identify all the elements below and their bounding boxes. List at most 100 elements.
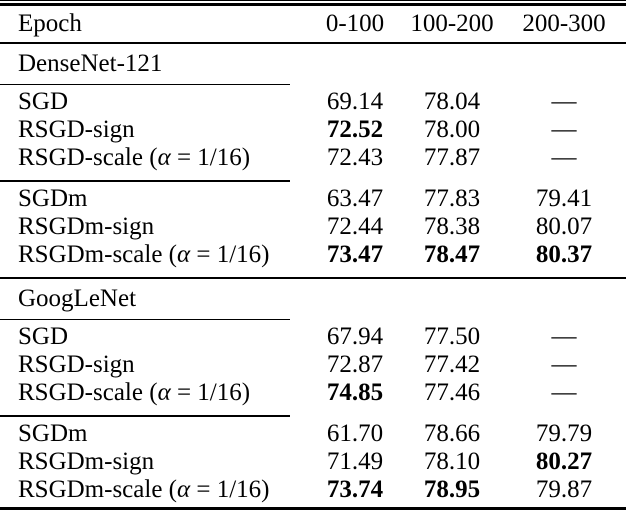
table-row: RSGD-scale (α = 1/16) 74.85 77.46 — <box>0 379 626 407</box>
value-cell: 78.95 <box>423 475 481 503</box>
value-cell: 77.46 <box>423 379 481 406</box>
top-rule-thick <box>0 3 626 6</box>
method-label: RSGD-scale (α = 1/16) <box>0 144 308 172</box>
method-label: SGD <box>0 88 308 116</box>
group-divider-rule <box>0 180 290 182</box>
table-row: RSGDm-scale (α = 1/16) 73.47 78.47 80.37 <box>0 241 626 269</box>
label-text: = 1/16) <box>190 240 270 268</box>
header-epoch-label: Epoch <box>18 9 82 37</box>
value-cell: 71.49 <box>326 447 384 475</box>
value-cell: 61.70 <box>326 419 384 447</box>
value-cell: — <box>551 88 577 115</box>
value-cell: 77.83 <box>423 184 481 212</box>
section-divider-rule <box>0 276 626 279</box>
label-text: SGDm <box>18 184 88 212</box>
value-cell: 79.79 <box>535 419 593 447</box>
value-cell: — <box>551 144 577 171</box>
method-label: RSGDm-sign <box>0 213 308 241</box>
value-cell: 77.42 <box>423 351 481 378</box>
value-cell: 78.10 <box>423 447 481 475</box>
header-divider-rule <box>0 41 626 44</box>
column-header-100-200: 100-200 <box>410 9 494 37</box>
value-cell: 69.14 <box>326 88 384 115</box>
value-cell: 72.52 <box>326 116 384 143</box>
label-text: SGD <box>18 323 69 350</box>
alpha-symbol: α <box>157 379 171 406</box>
label-text: RSGDm-scale ( <box>18 475 177 503</box>
row-group: SGD 69.14 78.04— RSGD-sign 72.52 78.00— RSGD-s… <box>0 85 626 180</box>
label-text: = 1/16) <box>170 144 251 171</box>
row-group: SGDm 63.47 77.83 79.41 RSGDm-sign 72.44 78.38 8… <box>0 182 626 277</box>
alpha-symbol: α <box>157 144 171 171</box>
method-label: RSGDm-scale (α = 1/16) <box>0 476 308 504</box>
row-group: SGDm 61.70 78.66 79.79 RSGDm-sign 71.49 78.10 8… <box>0 417 626 507</box>
column-header-0-100: 0-100 <box>325 9 385 37</box>
label-text: RSGDm-sign <box>18 447 155 475</box>
value-cell: 80.37 <box>535 240 593 268</box>
label-text: = 1/16) <box>190 475 270 503</box>
value-cell: 78.66 <box>423 419 481 447</box>
method-label: RSGD-scale (α = 1/16) <box>0 379 308 407</box>
table-row: RSGDm-sign 71.49 78.10 80.27 <box>0 448 626 476</box>
value-cell: 67.94 <box>326 323 384 350</box>
table-row: SGD 69.14 78.04 — <box>0 88 626 116</box>
value-cell: 73.74 <box>326 475 384 503</box>
table-row: RSGD-sign 72.52 78.00 — <box>0 116 626 144</box>
top-rule-thin <box>0 0 626 1</box>
value-cell: 79.87 <box>535 475 593 503</box>
method-label: RSGD-sign <box>0 116 308 144</box>
value-cell: 72.43 <box>326 144 384 171</box>
table-row: SGD 67.94 77.50 — <box>0 323 626 351</box>
alpha-symbol: α <box>177 240 191 268</box>
section-title: GoogLeNet <box>18 284 137 312</box>
method-label: RSGDm-scale (α = 1/16) <box>0 241 308 269</box>
method-label: RSGDm-sign <box>0 448 308 476</box>
label-text: SGDm <box>18 419 88 447</box>
label-text: = 1/16) <box>170 379 251 406</box>
value-cell: 74.85 <box>326 379 384 406</box>
group-divider-rule <box>0 318 290 320</box>
label-text: RSGDm-scale ( <box>18 240 177 268</box>
value-cell: 72.44 <box>326 212 384 240</box>
label-text: RSGD-sign <box>18 351 135 378</box>
value-cell: — <box>551 351 577 378</box>
label-text: SGD <box>18 88 69 115</box>
group-divider-rule <box>0 83 290 85</box>
value-cell: 63.47 <box>326 184 384 212</box>
method-label: SGD <box>0 323 308 351</box>
label-text: RSGD-scale ( <box>18 379 158 406</box>
value-cell: — <box>551 379 577 406</box>
row-group: SGD 67.94 77.50— RSGD-sign 72.87 77.42— RSGD-s… <box>0 320 626 415</box>
header-row: Epoch 0-100 100-200 200-300 <box>0 6 626 42</box>
value-cell: 78.38 <box>423 212 481 240</box>
table-row: SGDm 63.47 77.83 79.41 <box>0 185 626 213</box>
value-cell: 73.47 <box>326 240 384 268</box>
alpha-symbol: α <box>177 475 191 503</box>
column-header-200-300: 200-300 <box>522 9 606 37</box>
method-label: SGDm <box>0 185 308 213</box>
value-cell: 79.41 <box>535 184 593 212</box>
label-text: RSGDm-sign <box>18 212 155 240</box>
value-cell: 72.87 <box>326 351 384 378</box>
table-row: RSGDm-scale (α = 1/16) 73.74 78.95 79.87 <box>0 476 626 504</box>
method-label: SGDm <box>0 420 308 448</box>
value-cell: — <box>551 323 577 350</box>
table-row: RSGDm-sign 72.44 78.38 80.07 <box>0 213 626 241</box>
value-cell: 78.47 <box>423 240 481 268</box>
value-cell: — <box>551 116 577 143</box>
value-cell: 78.00 <box>423 116 481 143</box>
section-title: DenseNet-121 <box>18 49 163 77</box>
value-cell: 78.04 <box>423 88 481 115</box>
value-cell: 80.07 <box>535 212 593 240</box>
value-cell: 77.50 <box>423 323 481 350</box>
table-row: SGDm 61.70 78.66 79.79 <box>0 420 626 448</box>
label-text: RSGD-scale ( <box>18 144 158 171</box>
value-cell: 77.87 <box>423 144 481 171</box>
table-row: RSGD-sign 72.87 77.42 — <box>0 351 626 379</box>
table-row: RSGD-scale (α = 1/16) 72.43 77.87 — <box>0 144 626 172</box>
table-body: DenseNet-121 SGD 69.14 78.04 — RSGD-sign 72.52… <box>0 44 626 507</box>
bottom-rule <box>0 506 626 510</box>
method-label: RSGD-sign <box>0 351 308 379</box>
section-header-row: DenseNet-121 <box>0 44 626 84</box>
